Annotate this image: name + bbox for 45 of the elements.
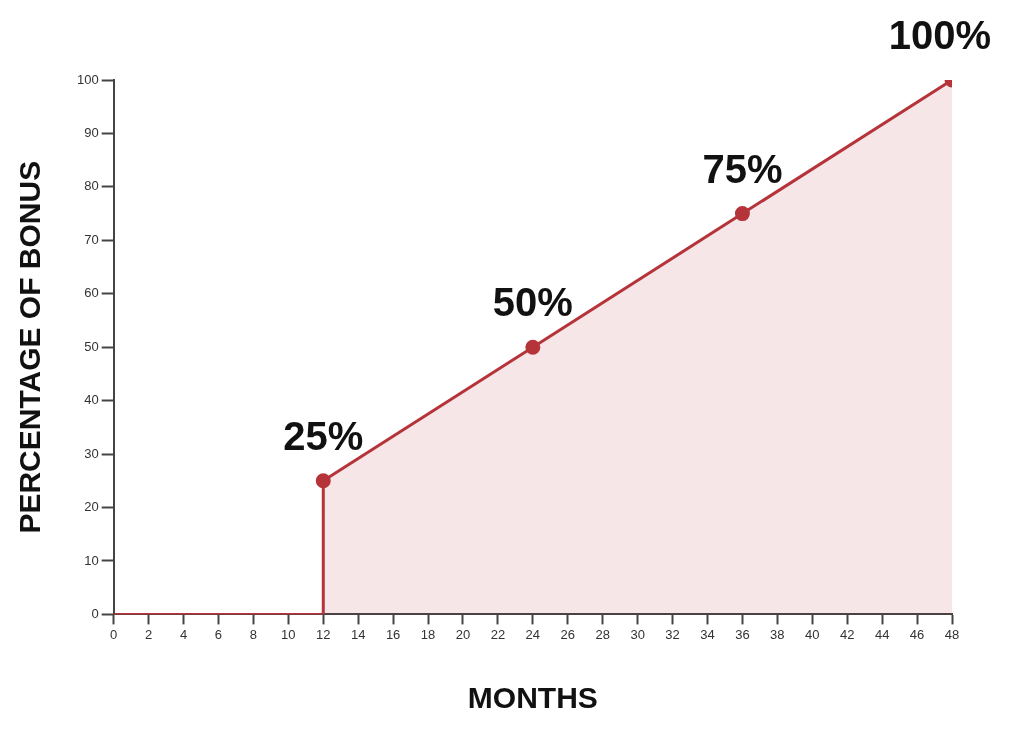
x-tick-label: 42 bbox=[839, 626, 855, 642]
x-tick-label: 4 bbox=[179, 626, 188, 642]
x-tick-label: 20 bbox=[455, 626, 471, 642]
x-tick-label: 40 bbox=[805, 626, 820, 642]
y-tick-label: 30 bbox=[84, 445, 99, 461]
x-tick-label: 26 bbox=[560, 626, 576, 642]
point bbox=[315, 473, 331, 489]
y-tick-label: 0 bbox=[91, 605, 99, 621]
x-axis-title: MONTHS bbox=[467, 681, 598, 715]
y-axis-title: PERCENTAGE OF BONUS bbox=[13, 160, 47, 534]
x-tick-label: 38 bbox=[770, 626, 785, 642]
x-tick-label: 18 bbox=[420, 626, 436, 642]
data-label: 75% bbox=[702, 146, 783, 191]
x-tick-label: 14 bbox=[350, 626, 366, 642]
y-tick-label: 80 bbox=[84, 178, 99, 194]
x-tick-label: 16 bbox=[385, 626, 401, 642]
x-tick-label: 22 bbox=[490, 626, 506, 642]
point bbox=[525, 339, 541, 355]
x-tick-label: 34 bbox=[700, 626, 715, 642]
y-tick-label: 10 bbox=[84, 552, 99, 568]
y-tick-label: 40 bbox=[84, 392, 99, 408]
y-tick-label: 70 bbox=[84, 231, 99, 247]
y-tick-label: 50 bbox=[84, 338, 99, 354]
point bbox=[734, 206, 750, 222]
y-tick-label: 20 bbox=[84, 499, 99, 515]
x-tick-label: 6 bbox=[214, 626, 223, 642]
x-tick-label: 12 bbox=[316, 626, 331, 642]
x-tick-label: 28 bbox=[595, 626, 610, 642]
x-tick-label: 36 bbox=[735, 626, 750, 642]
data-label: 25% bbox=[283, 413, 364, 458]
x-tick-label: 24 bbox=[525, 626, 541, 642]
x-tick-label: 30 bbox=[630, 626, 645, 642]
data-label: 50% bbox=[492, 280, 573, 325]
x-tick-label: 48 bbox=[944, 626, 960, 642]
y-tick-label: 60 bbox=[84, 285, 99, 301]
y-tick-label: 90 bbox=[84, 125, 99, 141]
x-tick-label: 0 bbox=[110, 626, 118, 642]
data-label: 100% bbox=[888, 13, 992, 58]
x-tick-label: 32 bbox=[665, 626, 680, 642]
y-tick-label: 100 bbox=[76, 71, 99, 87]
x-tick-label: 8 bbox=[249, 626, 258, 642]
x-tick-label: 2 bbox=[145, 626, 153, 642]
x-tick-label: 10 bbox=[281, 626, 296, 642]
x-tick-label: 44 bbox=[874, 626, 890, 642]
x-tick-label: 46 bbox=[909, 626, 925, 642]
